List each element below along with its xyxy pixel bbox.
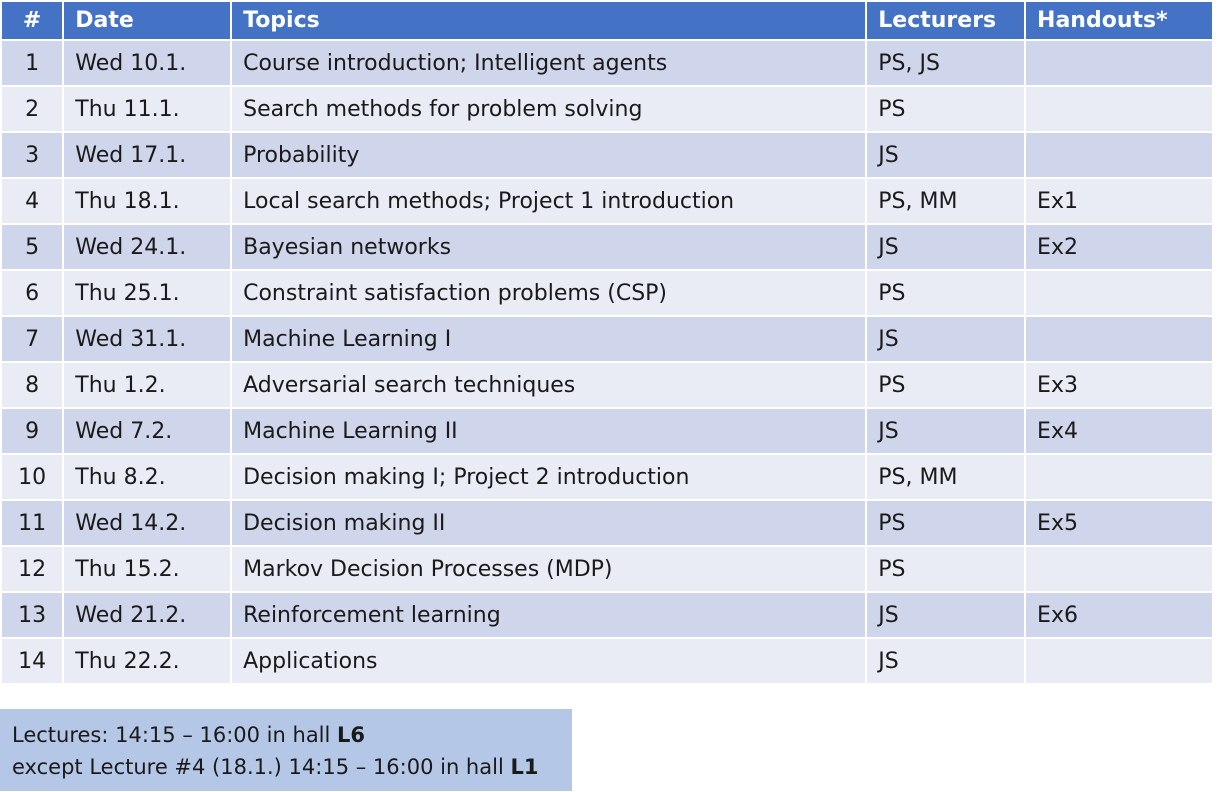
- cell-lecturers: JS: [867, 133, 1025, 177]
- cell-number: 14: [2, 639, 63, 683]
- cell-topic: Local search methods; Project 1 introduc…: [232, 179, 866, 223]
- cell-topic: Markov Decision Processes (MDP): [232, 547, 866, 591]
- cell-handouts: [1026, 455, 1212, 499]
- cell-topic: Machine Learning II: [232, 409, 866, 453]
- table-row: 3 Wed 17.1. Probability JS: [2, 133, 1212, 177]
- cell-lecturers: PS: [867, 363, 1025, 407]
- header-row: # Date Topics Lecturers Handouts*: [2, 2, 1212, 39]
- table-row: 12 Thu 15.2. Markov Decision Processes (MD…: [2, 547, 1212, 591]
- table-row: 6 Thu 25.1. Constraint satisfaction proble…: [2, 271, 1212, 315]
- cell-lecturers: PS: [867, 501, 1025, 545]
- cell-topic: Decision making I; Project 2 introductio…: [232, 455, 866, 499]
- cell-topic: Bayesian networks: [232, 225, 866, 269]
- table-row: 5 Wed 24.1. Bayesian networks JS Ex2: [2, 225, 1212, 269]
- cell-topic: Probability: [232, 133, 866, 177]
- cell-date: Wed 7.2.: [64, 409, 231, 453]
- cell-handouts: [1026, 133, 1212, 177]
- note-hall-1: L6: [337, 723, 366, 747]
- table-row: 8 Thu 1.2. Adversarial search techniques PS…: [2, 363, 1212, 407]
- cell-topic: Machine Learning I: [232, 317, 866, 361]
- lecture-info-note: Lectures: 14:15 – 16:00 in hall L6 excep…: [0, 709, 572, 791]
- table-row: 9 Wed 7.2. Machine Learning II JS Ex4: [2, 409, 1212, 453]
- note-line-1: Lectures: 14:15 – 16:00 in hall L6: [12, 719, 560, 751]
- cell-number: 2: [2, 87, 63, 131]
- cell-date: Wed 24.1.: [64, 225, 231, 269]
- header-number: #: [2, 2, 63, 39]
- header-date: Date: [64, 2, 231, 39]
- schedule-table: # Date Topics Lecturers Handouts* 1 Wed 1…: [2, 2, 1212, 683]
- note-line-2-text: except Lecture #4 (18.1.) 14:15 – 16:00 …: [12, 755, 511, 779]
- cell-handouts: [1026, 547, 1212, 591]
- cell-lecturers: JS: [867, 593, 1025, 637]
- cell-number: 11: [2, 501, 63, 545]
- cell-number: 5: [2, 225, 63, 269]
- cell-topic: Applications: [232, 639, 866, 683]
- cell-date: Wed 17.1.: [64, 133, 231, 177]
- cell-lecturers: PS, JS: [867, 41, 1025, 85]
- note-line-1-text: Lectures: 14:15 – 16:00 in hall: [12, 723, 338, 747]
- cell-lecturers: JS: [867, 639, 1025, 683]
- header-lecturers: Lecturers: [867, 2, 1025, 39]
- cell-lecturers: JS: [867, 225, 1025, 269]
- cell-lecturers: JS: [867, 409, 1025, 453]
- cell-handouts: Ex5: [1026, 501, 1212, 545]
- cell-date: Wed 31.1.: [64, 317, 231, 361]
- cell-date: Wed 10.1.: [64, 41, 231, 85]
- cell-topic: Decision making II: [232, 501, 866, 545]
- table-row: 7 Wed 31.1. Machine Learning I JS: [2, 317, 1212, 361]
- table-row: 2 Thu 11.1. Search methods for problem sol…: [2, 87, 1212, 131]
- cell-handouts: Ex6: [1026, 593, 1212, 637]
- cell-topic: Course introduction; Intelligent agents: [232, 41, 866, 85]
- cell-date: Thu 22.2.: [64, 639, 231, 683]
- cell-number: 9: [2, 409, 63, 453]
- note-line-2: except Lecture #4 (18.1.) 14:15 – 16:00 …: [12, 751, 560, 783]
- cell-number: 13: [2, 593, 63, 637]
- cell-number: 10: [2, 455, 63, 499]
- cell-topic: Search methods for problem solving: [232, 87, 866, 131]
- cell-date: Wed 14.2.: [64, 501, 231, 545]
- cell-handouts: Ex3: [1026, 363, 1212, 407]
- cell-handouts: [1026, 639, 1212, 683]
- cell-number: 3: [2, 133, 63, 177]
- cell-lecturers: PS, MM: [867, 455, 1025, 499]
- header-topics: Topics: [232, 2, 866, 39]
- cell-lecturers: PS, MM: [867, 179, 1025, 223]
- cell-handouts: [1026, 87, 1212, 131]
- table-row: 1 Wed 10.1. Course introduction; Intellige…: [2, 41, 1212, 85]
- cell-lecturers: JS: [867, 317, 1025, 361]
- table-row: 14 Thu 22.2. Applications JS: [2, 639, 1212, 683]
- cell-number: 1: [2, 41, 63, 85]
- cell-handouts: Ex4: [1026, 409, 1212, 453]
- cell-number: 8: [2, 363, 63, 407]
- cell-date: Thu 18.1.: [64, 179, 231, 223]
- cell-topic: Adversarial search techniques: [232, 363, 866, 407]
- cell-lecturers: PS: [867, 547, 1025, 591]
- cell-handouts: [1026, 317, 1212, 361]
- table-row: 13 Wed 21.2. Reinforcement learning JS Ex6: [2, 593, 1212, 637]
- cell-topic: Reinforcement learning: [232, 593, 866, 637]
- cell-date: Thu 15.2.: [64, 547, 231, 591]
- cell-handouts: Ex2: [1026, 225, 1212, 269]
- cell-date: Thu 1.2.: [64, 363, 231, 407]
- cell-date: Thu 11.1.: [64, 87, 231, 131]
- table-row: 11 Wed 14.2. Decision making II PS Ex5: [2, 501, 1212, 545]
- cell-number: 4: [2, 179, 63, 223]
- cell-lecturers: PS: [867, 271, 1025, 315]
- cell-number: 6: [2, 271, 63, 315]
- table-row: 4 Thu 18.1. Local search methods; Project …: [2, 179, 1212, 223]
- cell-handouts: [1026, 41, 1212, 85]
- cell-number: 7: [2, 317, 63, 361]
- cell-date: Wed 21.2.: [64, 593, 231, 637]
- cell-date: Thu 25.1.: [64, 271, 231, 315]
- cell-lecturers: PS: [867, 87, 1025, 131]
- cell-number: 12: [2, 547, 63, 591]
- cell-topic: Constraint satisfaction problems (CSP): [232, 271, 866, 315]
- note-hall-2: L1: [510, 755, 539, 779]
- table-row: 10 Thu 8.2. Decision making I; Project 2 i…: [2, 455, 1212, 499]
- cell-date: Thu 8.2.: [64, 455, 231, 499]
- cell-handouts: Ex1: [1026, 179, 1212, 223]
- header-handouts: Handouts*: [1026, 2, 1212, 39]
- cell-handouts: [1026, 271, 1212, 315]
